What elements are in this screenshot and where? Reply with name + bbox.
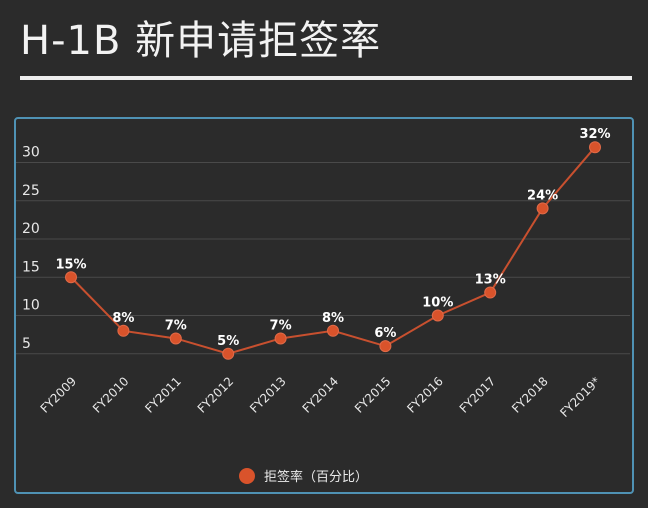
legend-marker [239,468,255,484]
x-tick-label: FY2019* [557,374,603,420]
data-label: 24% [527,188,558,203]
x-tick-label: FY2015 [352,374,394,416]
y-tick-label: 15 [22,259,40,275]
data-label: 10% [422,296,453,311]
data-point [431,309,444,322]
x-tick-label: FY2014 [300,374,342,416]
data-labels: 15% 8% 7% 5% 7% 8% 6% 10% 13% 24% 32% [55,127,610,349]
y-tick-label: 5 [22,336,31,352]
x-tick-label: FY2018 [509,374,551,416]
page-title: H-1B 新申请拒签率 [20,18,382,64]
data-point [484,286,497,299]
data-label: 7% [165,318,187,333]
data-point [117,324,130,337]
data-points [65,141,601,360]
data-label: 15% [55,257,86,272]
data-point [65,271,77,284]
x-axis-ticks: FY2009 FY2010 FY2011 FY2012 FY2013 FY2014 FY20… [38,374,604,420]
x-tick-label: FY2009 [38,374,80,416]
data-point [222,347,235,360]
grid-lines [16,162,630,355]
data-point [169,332,182,345]
data-label: 6% [374,326,396,341]
data-point [327,324,339,337]
legend-label: 拒签率（百分比） [264,469,368,485]
y-tick-label: 30 [22,145,40,161]
y-axis-ticks: 5 10 15 20 25 30 [22,145,40,352]
x-tick-label: FY2011 [142,374,184,416]
x-tick-label: FY2016 [404,374,446,416]
data-point [379,340,392,353]
data-label: 5% [217,334,239,349]
y-tick-label: 10 [22,298,40,314]
data-label: 8% [322,311,344,326]
data-point [536,202,549,215]
x-tick-label: FY2017 [457,374,499,416]
x-tick-label: FY2012 [195,374,237,416]
legend: 拒签率（百分比） [239,468,368,485]
x-tick-label: FY2013 [247,374,289,416]
y-tick-label: 25 [22,183,40,199]
chart-panel [14,117,634,494]
data-label: 13% [475,273,506,288]
x-tick-label: FY2010 [90,374,132,416]
title-underline [20,76,632,80]
data-point [589,141,601,154]
data-label: 7% [270,318,292,333]
data-point [274,332,287,345]
data-label: 8% [112,311,134,326]
y-tick-label: 20 [22,221,40,237]
data-label: 32% [579,127,610,142]
